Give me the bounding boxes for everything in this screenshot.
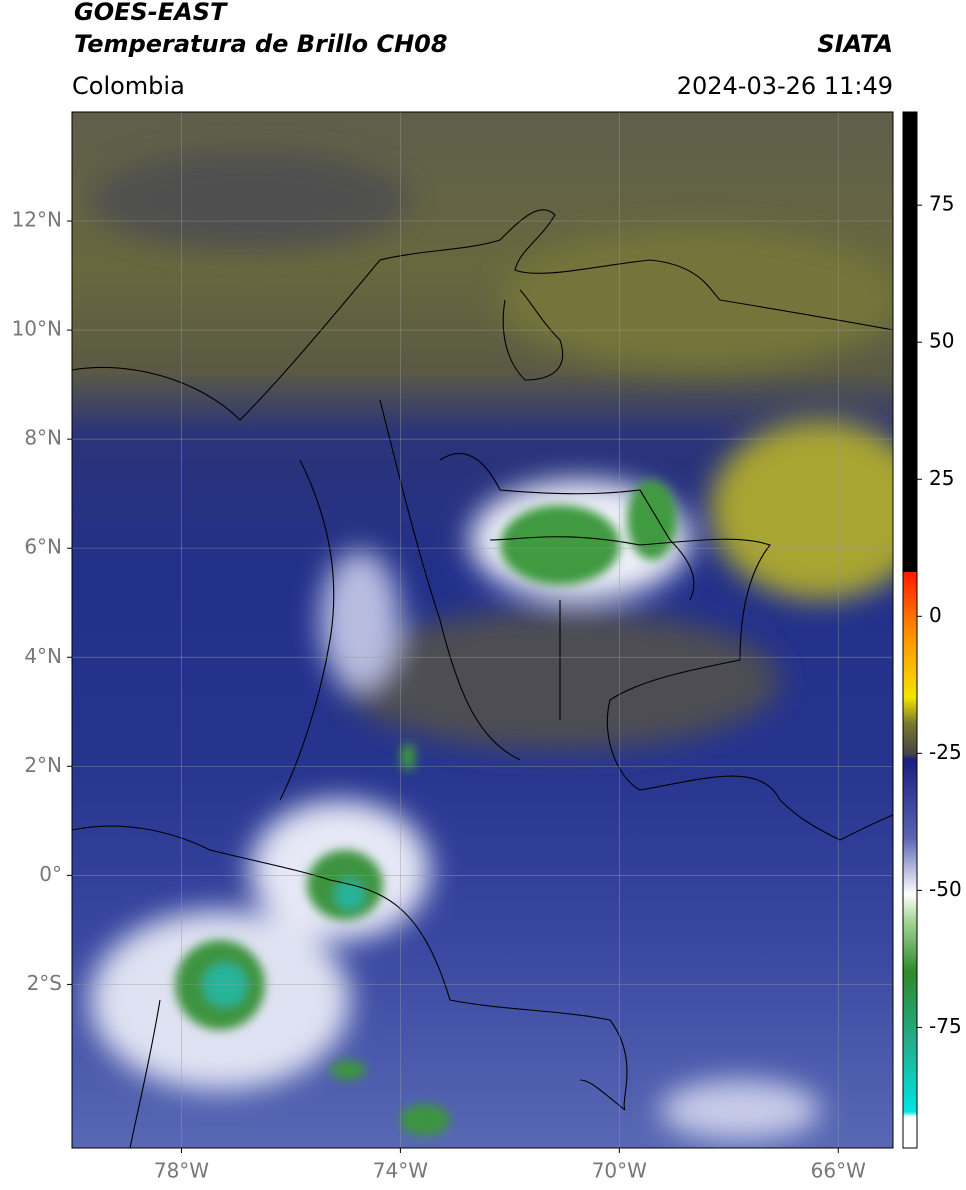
datetime: 2024-03-26 11:49: [677, 72, 893, 100]
source: SIATA: [817, 30, 893, 58]
x-tick-label: 78°W: [154, 1159, 209, 1183]
x-tick-label: 74°W: [373, 1159, 428, 1183]
grid: [72, 112, 893, 1148]
region: Colombia: [72, 72, 185, 100]
colorbar-tick-label: -50: [929, 877, 962, 901]
subtitle: Temperatura de Brillo CH08: [74, 30, 448, 58]
colorbar-frame: [902, 111, 918, 1149]
y-tick-label: 12°N: [12, 208, 62, 232]
satellite-image: [72, 112, 893, 1148]
y-tick-label: 0°: [39, 862, 62, 886]
colorbar-tick-label: 50: [929, 329, 954, 353]
x-tick-label: 70°W: [592, 1159, 647, 1183]
colorbar-tick-label: -25: [929, 740, 962, 764]
colorbar: [903, 112, 917, 1148]
x-tick-label: 66°W: [811, 1159, 866, 1183]
y-tick-label: 2°S: [27, 971, 62, 995]
y-tick-label: 8°N: [24, 426, 62, 450]
colorbar-tick-label: -75: [929, 1014, 962, 1038]
y-tick-label: 2°N: [24, 753, 62, 777]
y-tick-label: 4°N: [24, 644, 62, 668]
colorbar-tick-label: 75: [929, 192, 954, 216]
y-tick-label: 10°N: [12, 317, 62, 341]
title: GOES-EAST: [74, 0, 228, 26]
colorbar-tick-label: 25: [929, 466, 954, 490]
y-tick-label: 6°N: [24, 535, 62, 559]
colorbar-tick-label: 0: [929, 603, 942, 627]
map-frame: [71, 111, 894, 1149]
